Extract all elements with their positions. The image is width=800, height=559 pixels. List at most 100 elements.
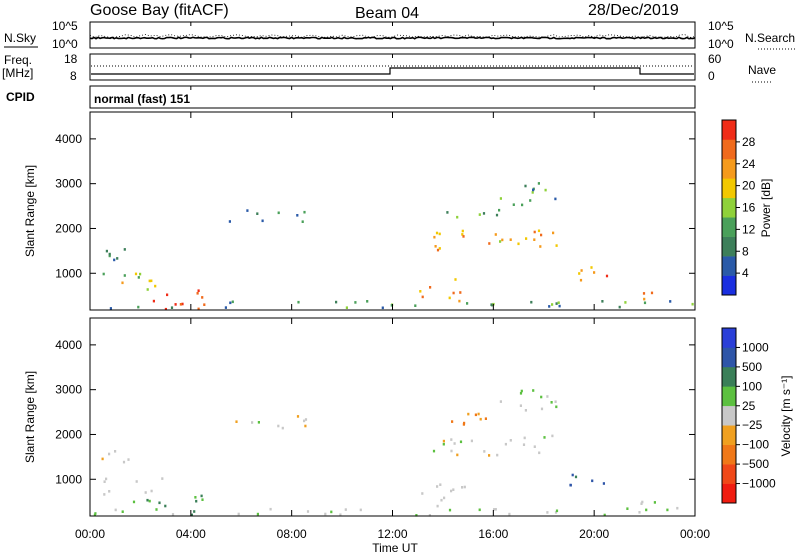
echo-cell [499,240,502,243]
echo-cell [303,419,306,423]
echo-cell [532,188,535,192]
colorbar-tick-label: 16 [742,201,756,215]
echo-cell [452,488,455,491]
echo-cell [533,238,536,241]
echo-cell [201,296,204,299]
echo-cell [512,203,515,206]
echo-cell [127,458,130,461]
colorbar-tick-label: −500 [742,457,769,471]
echo-cell [593,271,596,274]
echo-cell [146,498,149,502]
echo-cell [366,300,369,303]
echo-cell [493,508,496,511]
y-tick-label: 1000 [55,472,82,486]
nave-tick-bottom: 0 [708,69,715,83]
echo-cell [103,480,106,483]
echo-cell [555,244,558,247]
echo-cell [345,306,348,309]
power-y-ticks: 1000 2000 3000 4000 [55,132,695,280]
power-colorbar-swatches [722,120,736,296]
echo-cell [461,229,464,233]
echo-cell [569,483,572,487]
echo-cell [462,235,465,238]
echo-cell [103,493,106,496]
x-tick-label: 00:00 [680,527,710,541]
echo-cell [203,303,206,306]
echo-cell [195,499,198,503]
echo-cell [304,418,308,421]
echo-cell [540,395,543,399]
noise-search-line [89,34,696,38]
echo-cell [452,291,455,295]
echo-cell [603,513,606,517]
echo-cell [164,307,167,311]
echo-cell [190,513,193,517]
echo-cell [580,269,583,272]
colorbar-tick-label: 12 [742,222,756,236]
echo-cell [458,299,461,303]
echo-cell [123,248,126,251]
echo-cell [330,510,333,514]
echo-cell [438,232,441,236]
echo-cell [453,442,456,445]
echo-cell [519,404,522,407]
echo-cell [448,296,451,300]
beam-title: Beam 04 [355,5,419,22]
colorbar-swatch [722,158,736,179]
echo-cell [638,511,641,514]
echo-cell [495,213,499,217]
echo-cell [490,303,493,306]
noise-search-label: N.Search [745,31,795,45]
echo-cell [134,272,138,276]
echo-cell [166,293,169,297]
echo-cell [429,286,432,289]
echo-cell [466,302,469,305]
echo-cell [139,272,142,276]
echo-cell [296,415,300,418]
echo-cell [438,247,441,250]
echo-cell [533,445,536,448]
freq-panel: Freq. [MHz] 18 8 60 0 Nave [2,52,776,83]
echo-cell [108,252,111,256]
echo-cell [436,485,439,488]
colorbar-tick-label: 100 [742,379,762,393]
echo-cell [539,245,542,248]
echo-cell [498,208,501,212]
echo-cell [591,479,594,483]
echo-cell [450,489,453,493]
echo-cell [653,501,656,504]
echo-cell [461,486,464,489]
echo-cell [448,508,452,512]
echo-cell [601,300,604,303]
echo-cell [520,389,523,393]
echo-cell [235,420,238,423]
echo-cell [246,209,249,212]
cpid-panel: CPID normal (fast) 151 [6,85,696,109]
colorbar-swatch [722,405,736,426]
velocity-echo-cells [93,389,679,517]
echo-cell [643,301,647,305]
echo-cell [200,494,203,498]
echo-cell [257,421,260,424]
echo-cell [537,182,540,185]
echo-cell [529,199,532,202]
echo-cell [197,307,200,311]
echo-cell [306,510,310,513]
echo-cell [552,231,555,235]
echo-cell [558,304,561,308]
echo-cell [256,212,259,215]
echo-cell [461,233,464,236]
echo-cell [530,300,533,304]
echo-cell [114,508,117,512]
power-colorbar-title: Power [dB] [759,179,773,238]
echo-cell [442,442,445,446]
echo-cell [537,229,541,233]
echo-cell [152,299,155,303]
noise-sky-label: N.Sky [4,31,36,45]
echo-cell [132,500,136,504]
echo-cell [161,477,164,480]
echo-cell [359,508,362,512]
echo-cell [419,290,422,293]
echo-cell [666,508,669,512]
echo-cell [93,513,96,517]
